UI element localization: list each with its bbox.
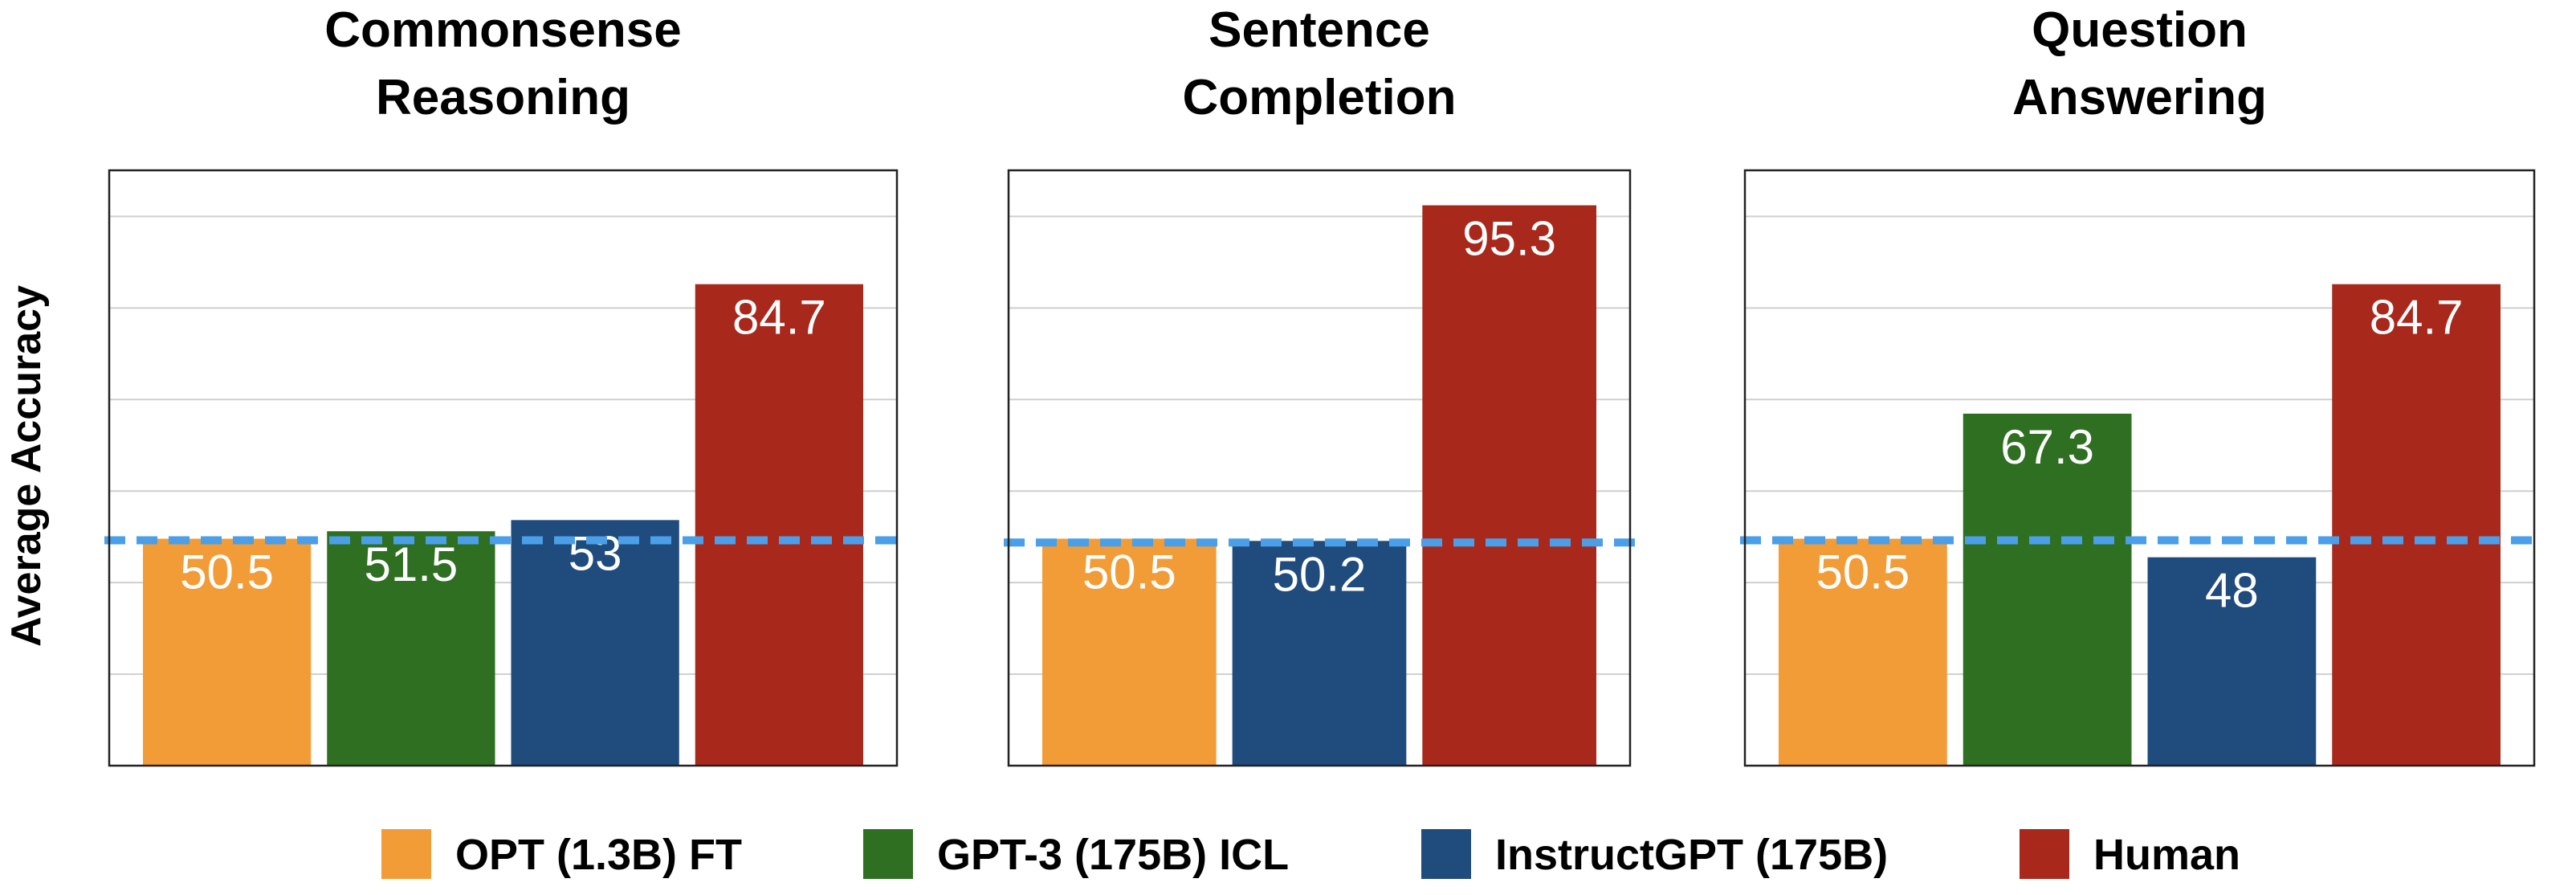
bar bbox=[1232, 541, 1407, 766]
data-label: 84.7 bbox=[732, 291, 826, 345]
bar bbox=[1422, 205, 1596, 766]
bar bbox=[511, 520, 679, 766]
panel-title-line: Question bbox=[2032, 2, 2248, 58]
panel-frame bbox=[1007, 169, 1632, 767]
legend-swatch bbox=[2020, 829, 2069, 879]
legend-swatch bbox=[863, 829, 913, 879]
data-label: 67.3 bbox=[2000, 420, 2094, 474]
legend-label: OPT (1.3B) FT bbox=[455, 831, 742, 879]
bar bbox=[695, 284, 863, 766]
panel-title-line: Commonsense bbox=[324, 2, 681, 58]
panel-2: Sentence Completion 50.5 50.2 95.3 bbox=[1004, 2, 1635, 767]
bar bbox=[327, 531, 495, 766]
panel-frame bbox=[1743, 169, 2536, 767]
bar bbox=[2332, 284, 2501, 766]
panel-3: Question Answering 50.5 67.3 48 84.7 bbox=[1740, 2, 2539, 767]
panel-frame bbox=[108, 169, 899, 767]
data-label: 48 bbox=[2205, 564, 2259, 618]
data-label: 95.3 bbox=[1462, 212, 1556, 266]
data-label: 50.5 bbox=[1082, 545, 1176, 599]
legend-swatch bbox=[381, 829, 431, 879]
bar bbox=[1042, 538, 1217, 766]
legend-swatch bbox=[1421, 829, 1471, 879]
panel-title-line: Sentence bbox=[1209, 2, 1430, 58]
bar bbox=[1779, 538, 1947, 766]
panel-1: Commonsense Reasoning 50.5 51.5 53 84.7 bbox=[104, 2, 902, 767]
legend-label: Human bbox=[2093, 831, 2240, 879]
data-label: 51.5 bbox=[364, 537, 458, 591]
panel-title-line: Answering bbox=[2012, 70, 2267, 125]
data-label: 50.5 bbox=[180, 545, 274, 599]
legend-label: InstructGPT (175B) bbox=[1495, 831, 1888, 879]
data-label: 53 bbox=[569, 526, 622, 580]
bar bbox=[143, 538, 312, 766]
data-label: 84.7 bbox=[2370, 291, 2464, 345]
bar bbox=[2147, 557, 2317, 766]
legend: OPT (1.3B) FT GPT-3 (175B) ICL InstructGPT… bbox=[381, 829, 2240, 879]
y-axis-label: Average Accuracy bbox=[3, 285, 50, 647]
data-label: 50.2 bbox=[1273, 547, 1367, 601]
panel-title-line: Completion bbox=[1183, 70, 1457, 125]
panel-title-line: Reasoning bbox=[376, 70, 630, 125]
legend-label: GPT-3 (175B) ICL bbox=[937, 831, 1289, 879]
data-label: 50.5 bbox=[1816, 545, 1910, 599]
bar bbox=[1963, 413, 2132, 766]
